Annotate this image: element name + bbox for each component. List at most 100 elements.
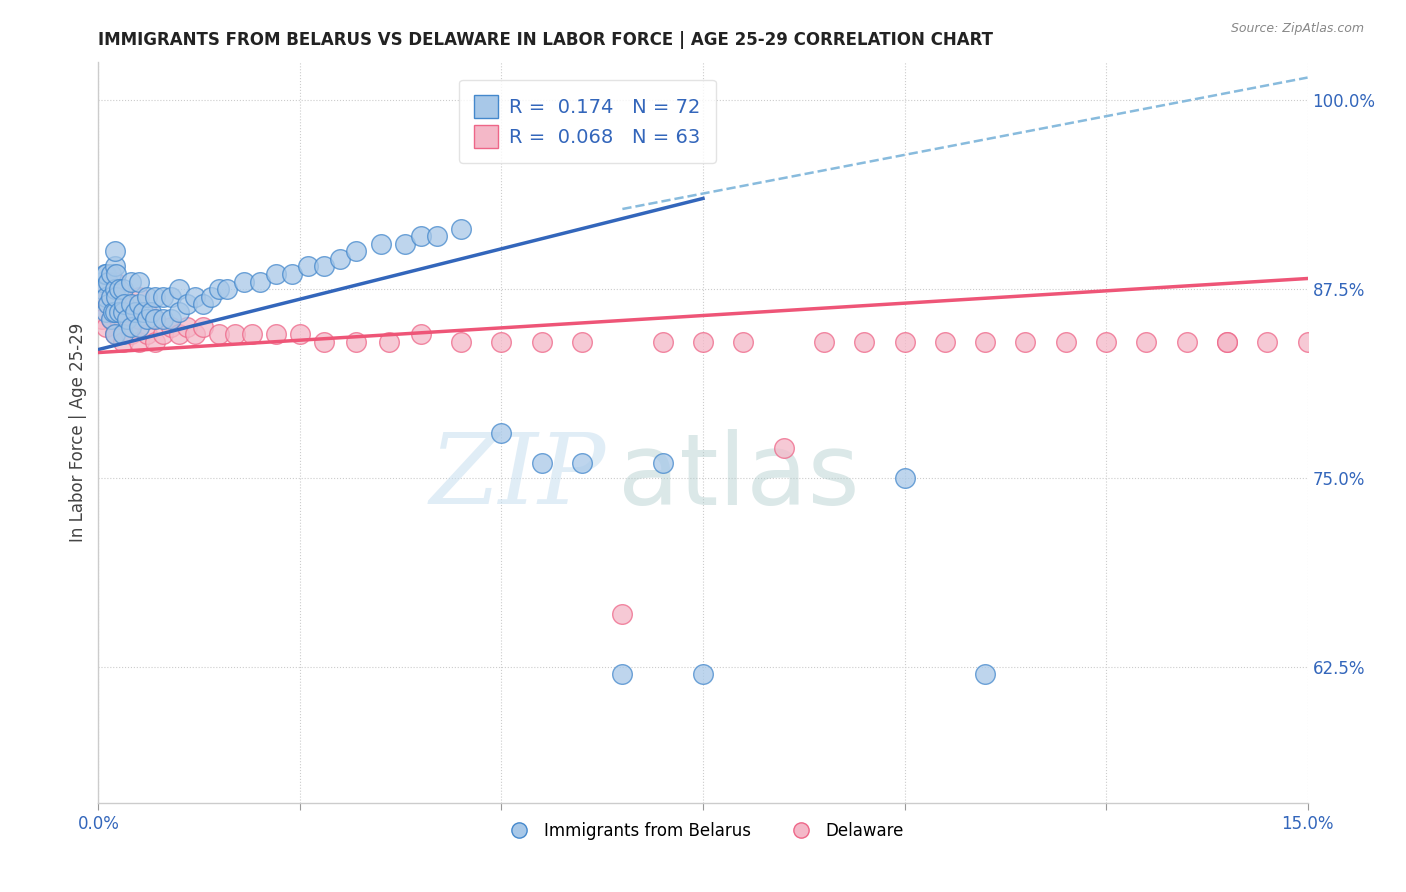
Point: [120, 319, 142, 334]
Point: [772, 441, 794, 455]
Point: [105, 290, 128, 304]
Point: [344, 334, 367, 349]
Point: [530, 334, 553, 349]
Point: [103, 304, 125, 318]
Text: IMMIGRANTS FROM BELARUS VS DELAWARE IN LABOR FORCE | AGE 25-29 CORRELATION CHART: IMMIGRANTS FROM BELARUS VS DELAWARE IN L…: [98, 31, 994, 49]
Point: [612, 667, 634, 681]
Text: atlas: atlas: [619, 428, 860, 525]
Point: [329, 252, 352, 266]
Point: [128, 319, 150, 334]
Point: [107, 312, 129, 326]
Point: [107, 282, 129, 296]
Point: [103, 327, 125, 342]
Point: [450, 334, 472, 349]
Point: [208, 327, 231, 342]
Point: [409, 229, 432, 244]
Point: [100, 312, 122, 326]
Point: [167, 327, 190, 342]
Point: [733, 334, 755, 349]
Point: [120, 327, 142, 342]
Point: [128, 297, 150, 311]
Point: [571, 456, 593, 470]
Point: [128, 334, 150, 349]
Point: [96, 304, 118, 318]
Point: [97, 297, 120, 311]
Point: [103, 244, 125, 259]
Point: [377, 334, 399, 349]
Point: [1256, 334, 1278, 349]
Point: [167, 282, 190, 296]
Point: [893, 334, 915, 349]
Point: [530, 456, 553, 470]
Point: [217, 282, 239, 296]
Point: [135, 312, 157, 326]
Point: [103, 275, 125, 289]
Point: [100, 290, 122, 304]
Point: [143, 312, 166, 326]
Point: [132, 304, 155, 318]
Point: [974, 667, 997, 681]
Point: [264, 327, 287, 342]
Point: [105, 267, 128, 281]
Point: [193, 319, 215, 334]
Point: [112, 297, 135, 311]
Point: [651, 334, 673, 349]
Point: [184, 290, 207, 304]
Point: [135, 327, 157, 342]
Point: [128, 290, 150, 304]
Point: [160, 290, 183, 304]
Point: [1216, 334, 1239, 349]
Point: [200, 290, 222, 304]
Point: [91, 282, 114, 296]
Point: [853, 334, 876, 349]
Point: [249, 275, 271, 289]
Point: [491, 334, 513, 349]
Point: [314, 260, 336, 274]
Point: [491, 425, 513, 440]
Point: [111, 282, 134, 296]
Point: [94, 290, 117, 304]
Point: [288, 327, 311, 342]
Point: [120, 304, 142, 318]
Point: [692, 667, 714, 681]
Point: [103, 304, 125, 318]
Point: [450, 221, 472, 235]
Point: [612, 607, 634, 621]
Point: [281, 267, 304, 281]
Point: [651, 456, 673, 470]
Point: [128, 312, 150, 326]
Point: [115, 312, 138, 326]
Text: Source: ZipAtlas.com: Source: ZipAtlas.com: [1230, 22, 1364, 36]
Point: [1095, 334, 1118, 349]
Point: [152, 290, 174, 304]
Point: [91, 312, 114, 326]
Point: [193, 297, 215, 311]
Point: [143, 334, 166, 349]
Point: [1014, 334, 1036, 349]
Point: [232, 275, 254, 289]
Point: [96, 290, 118, 304]
Point: [103, 260, 125, 274]
Point: [107, 304, 129, 318]
Point: [101, 304, 124, 318]
Point: [344, 244, 367, 259]
Point: [152, 312, 174, 326]
Point: [974, 334, 997, 349]
Point: [111, 334, 134, 349]
Point: [1175, 334, 1198, 349]
Point: [692, 334, 714, 349]
Point: [100, 267, 122, 281]
Point: [934, 334, 956, 349]
Legend: Immigrants from Belarus, Delaware: Immigrants from Belarus, Delaware: [495, 815, 911, 847]
Point: [152, 327, 174, 342]
Point: [111, 327, 134, 342]
Point: [160, 312, 183, 326]
Point: [111, 290, 134, 304]
Point: [297, 260, 319, 274]
Point: [97, 275, 120, 289]
Point: [1296, 334, 1319, 349]
Point: [264, 267, 287, 281]
Point: [139, 304, 162, 318]
Point: [96, 282, 118, 296]
Point: [1054, 334, 1077, 349]
